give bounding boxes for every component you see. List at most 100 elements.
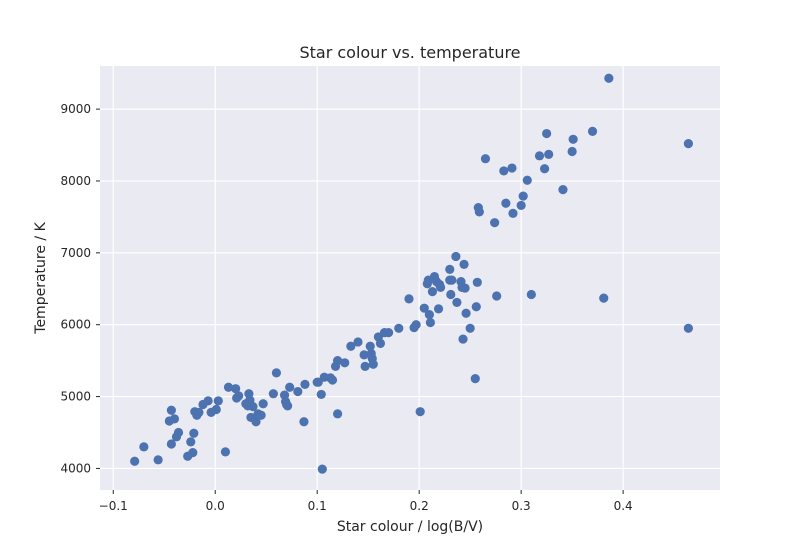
- data-point: [544, 149, 554, 159]
- data-point: [540, 164, 550, 174]
- data-point: [271, 368, 282, 378]
- data-point: [189, 428, 199, 438]
- data-point: [332, 409, 343, 419]
- data-point: [327, 375, 338, 385]
- y-tick-label: 7000: [60, 246, 91, 260]
- data-point: [340, 358, 350, 368]
- data-point: [299, 417, 309, 427]
- y-axis-ticks: 4000 5000 6000 7000 8000 9000: [60, 102, 100, 475]
- data-point: [435, 282, 446, 292]
- data-point: [213, 396, 223, 406]
- data-point: [587, 126, 598, 136]
- data-point: [203, 396, 213, 406]
- data-point: [508, 208, 518, 218]
- data-point: [166, 405, 176, 415]
- data-point: [480, 154, 491, 164]
- y-tick-label: 6000: [60, 318, 91, 332]
- data-point: [383, 328, 394, 338]
- data-point: [424, 310, 434, 320]
- data-point: [360, 361, 370, 371]
- data-point: [522, 175, 532, 185]
- data-point: [258, 399, 268, 409]
- data-point: [346, 341, 356, 351]
- data-point: [534, 151, 545, 161]
- data-point: [211, 404, 221, 415]
- data-point: [415, 407, 425, 417]
- data-point: [425, 317, 435, 328]
- data-point: [130, 456, 140, 466]
- data-point: [188, 448, 198, 458]
- data-point: [316, 389, 326, 400]
- data-point: [471, 302, 481, 312]
- data-point: [359, 350, 369, 360]
- data-point: [419, 303, 429, 313]
- data-point: [516, 200, 526, 211]
- x-tick-label: 0.3: [512, 499, 531, 513]
- data-point: [256, 410, 266, 420]
- data-point: [567, 146, 577, 157]
- data-point: [460, 283, 470, 293]
- data-point: [518, 191, 528, 201]
- data-point: [186, 437, 196, 447]
- x-tick-label: 0.4: [614, 499, 633, 513]
- data-point: [173, 427, 184, 438]
- data-point: [683, 323, 693, 333]
- chart-title: Star colour vs. temperature: [299, 43, 520, 62]
- data-point: [394, 323, 404, 333]
- data-point: [317, 464, 327, 474]
- data-point: [446, 289, 456, 300]
- data-point: [683, 139, 693, 149]
- data-point: [501, 198, 511, 208]
- x-tick-label: −0.1: [99, 499, 128, 513]
- data-point: [220, 447, 231, 457]
- data-point: [445, 264, 455, 274]
- data-point: [461, 308, 471, 318]
- y-tick-label: 8000: [60, 174, 91, 188]
- data-point: [166, 439, 176, 449]
- data-point: [404, 294, 414, 304]
- data-point: [451, 251, 461, 262]
- data-point: [427, 287, 438, 297]
- x-tick-label: 0.0: [206, 499, 225, 513]
- data-point: [447, 275, 457, 285]
- data-point: [365, 341, 375, 351]
- data-point: [285, 382, 295, 392]
- y-tick-label: 4000: [60, 461, 91, 475]
- data-points: [130, 73, 693, 474]
- data-point: [169, 414, 180, 424]
- data-point: [465, 323, 475, 333]
- data-point: [139, 442, 149, 452]
- data-point: [153, 455, 163, 465]
- data-point: [283, 401, 293, 411]
- data-point: [599, 293, 609, 303]
- data-point: [568, 134, 578, 144]
- data-point: [474, 207, 484, 217]
- data-point: [558, 185, 568, 195]
- data-point: [458, 334, 468, 344]
- y-axis-label: Temperature / K: [33, 221, 49, 334]
- y-tick-label: 9000: [60, 102, 91, 116]
- data-point: [472, 277, 482, 287]
- data-point: [526, 289, 536, 300]
- data-point: [194, 407, 204, 417]
- data-point: [499, 166, 509, 176]
- data-point: [375, 338, 386, 348]
- data-point: [452, 297, 462, 308]
- data-point: [507, 163, 517, 173]
- data-point: [542, 128, 552, 139]
- x-tick-label: 0.1: [308, 499, 327, 513]
- data-point: [223, 382, 234, 392]
- grid-lines: [100, 66, 720, 490]
- data-point: [368, 359, 378, 369]
- data-point: [490, 218, 500, 228]
- data-point: [459, 259, 469, 269]
- data-point: [353, 337, 363, 347]
- data-point: [300, 379, 310, 389]
- data-point: [313, 377, 323, 387]
- x-tick-label: 0.2: [410, 499, 429, 513]
- data-point: [604, 73, 614, 83]
- data-point: [234, 391, 244, 401]
- data-point: [251, 417, 261, 427]
- x-axis-ticks: −0.1 0.0 0.1 0.2 0.3 0.4: [99, 490, 633, 513]
